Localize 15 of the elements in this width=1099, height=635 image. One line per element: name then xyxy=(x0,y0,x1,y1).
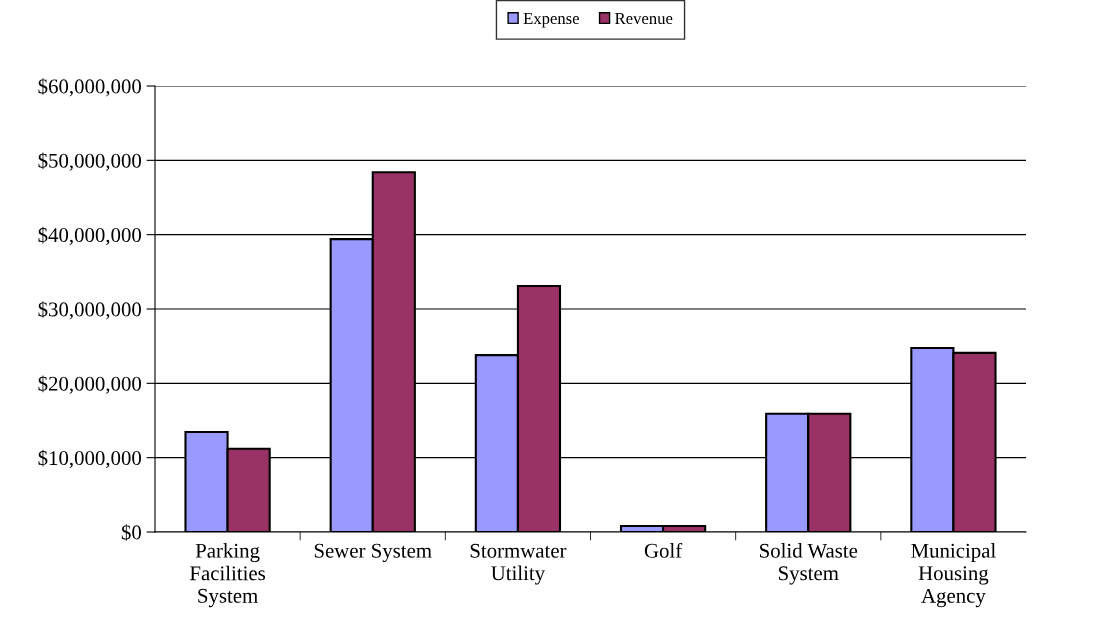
y-tick-label: $50,000,000 xyxy=(38,152,142,171)
y-tick-label: $10,000,000 xyxy=(38,449,142,469)
y-tick-label: $60,000,000 xyxy=(38,78,142,97)
legend-label: Expense xyxy=(523,12,579,28)
x-tick-label: Municipal Housing Agency xyxy=(911,543,996,608)
legend-label: Revenue xyxy=(615,12,673,25)
x-tick-label: Golf xyxy=(644,542,683,558)
x-tick-label: Parking Facilities System xyxy=(189,543,266,608)
x-tick-label: Stormwater Utility xyxy=(470,543,567,585)
x-tick-label: Sewer System xyxy=(314,543,432,562)
x-tick-label: Solid Waste System xyxy=(760,543,858,585)
y-tick-label: $20,000,000 xyxy=(38,375,142,394)
y-tick-label: $30,000,000 xyxy=(38,301,142,320)
y-tick-label: $0 xyxy=(121,524,142,541)
y-tick-label: $40,000,000 xyxy=(38,226,142,246)
